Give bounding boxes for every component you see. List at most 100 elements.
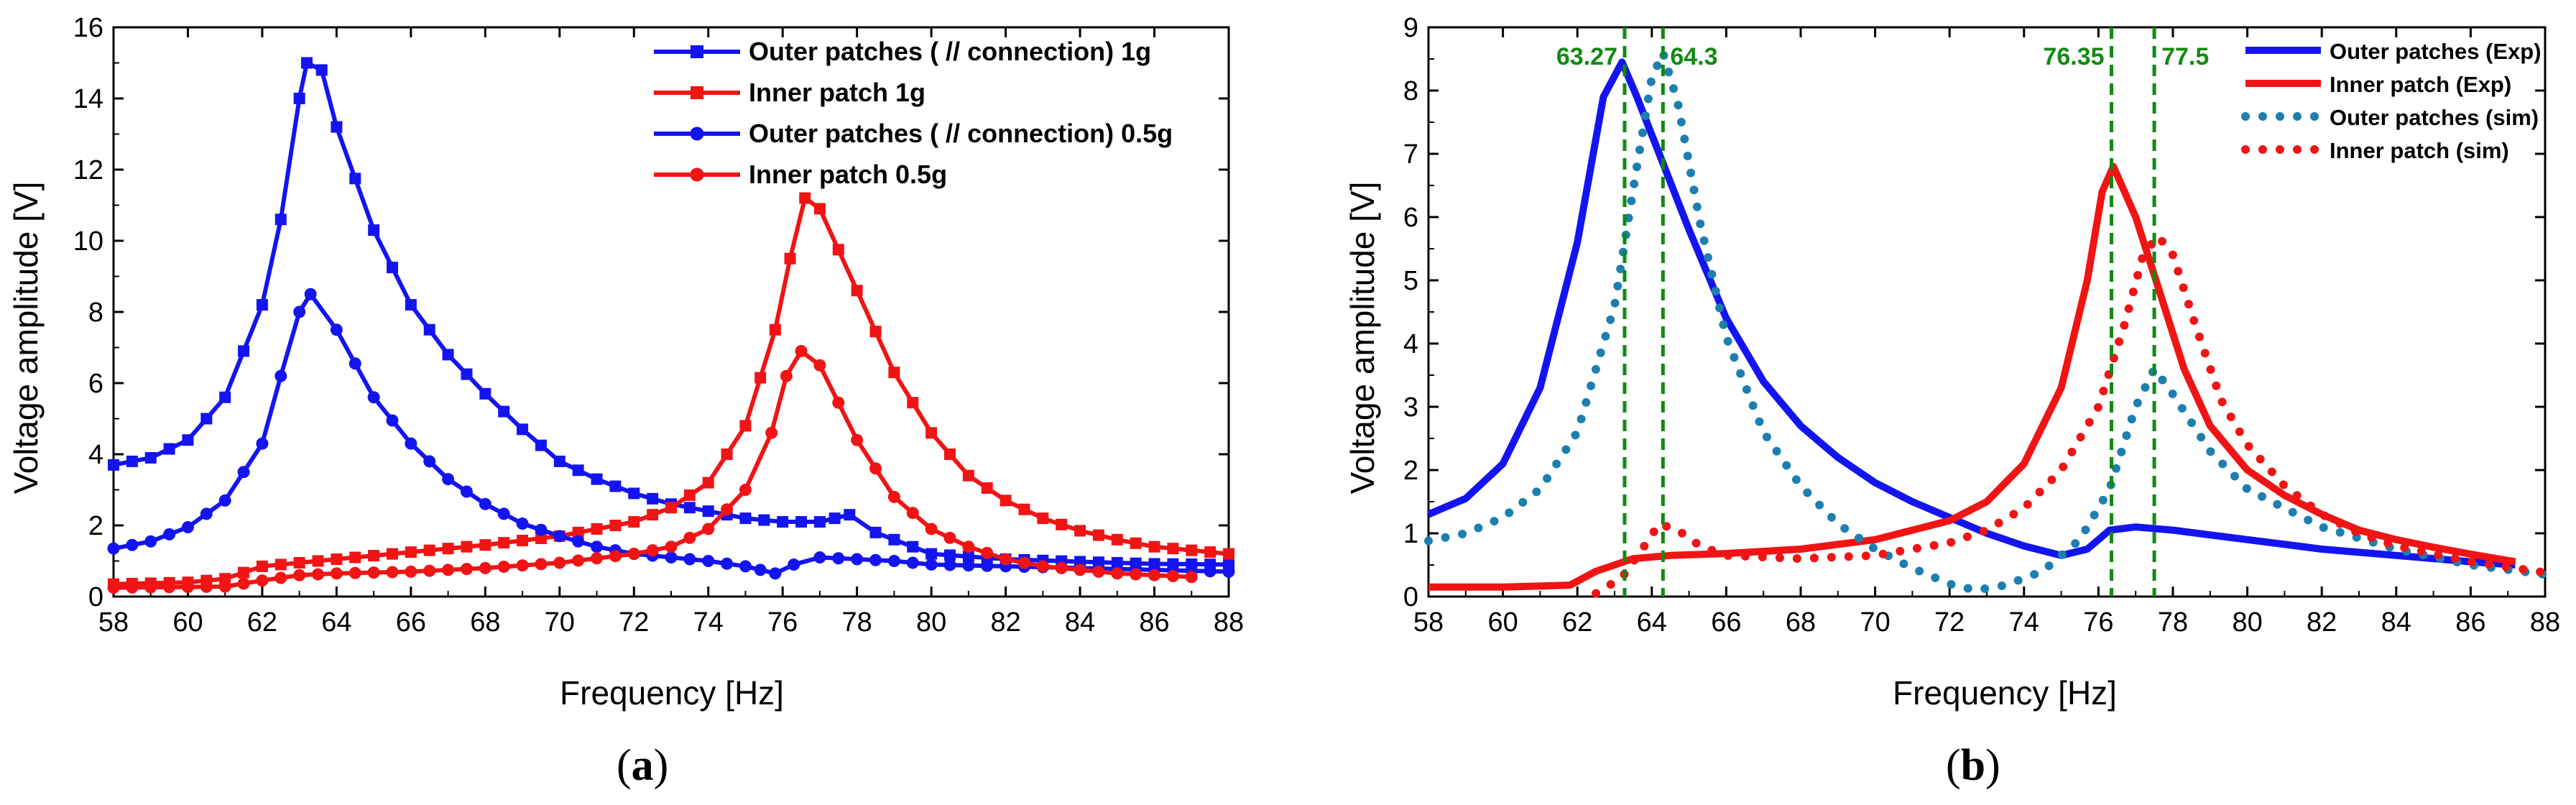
y-tick-label: 6 [1403, 203, 1418, 233]
data-point [1074, 564, 1086, 576]
chart-a-axes: 58 60 62 64 66 68 70 72 74 76 78 80 82 84 86 8802468101… [73, 13, 1244, 638]
data-point [387, 548, 398, 560]
x-tick-label: 82 [2307, 607, 2337, 638]
data-point [126, 455, 138, 467]
chart-a-ylabel: Voltage amplitude [V] [7, 182, 45, 494]
legend-item: Inner patch (Exp) [2245, 72, 2511, 97]
data-point [553, 530, 566, 543]
data-point [219, 391, 231, 403]
data-point [609, 480, 622, 492]
data-point [647, 509, 659, 521]
x-tick-label: 86 [2455, 607, 2485, 638]
data-point [163, 581, 176, 594]
data-point [765, 426, 778, 439]
data-point [1186, 544, 1198, 556]
data-point [1092, 565, 1105, 578]
data-point [553, 556, 566, 569]
x-tick-label: 66 [1711, 607, 1741, 638]
data-point [1130, 537, 1142, 549]
data-point [126, 581, 139, 594]
legend-label: Outer patches ( // connection) 0.5g [749, 119, 1173, 148]
data-point [780, 369, 793, 382]
data-point [721, 557, 734, 570]
chart-b-legend: Outer patches (Exp) Inner patch (Exp) Oute… [2241, 39, 2542, 163]
chart-b-axes: 58 60 62 64 66 68 70 72 74 76 78 80 82 84 86 8801234567… [1403, 13, 2560, 638]
data-point [702, 523, 715, 535]
series-line-dotted [1592, 229, 2549, 598]
y-tick-label: 8 [1403, 76, 1418, 106]
data-point [218, 580, 231, 593]
data-point [405, 546, 417, 558]
data-point [758, 514, 770, 526]
y-tick-label: 4 [1403, 329, 1418, 359]
data-point [386, 566, 399, 579]
series-4 [107, 344, 1198, 594]
data-point [702, 505, 714, 518]
data-point [516, 518, 529, 530]
data-point [331, 553, 343, 566]
x-tick-label: 60 [172, 607, 203, 638]
data-point [304, 288, 317, 300]
data-point [609, 550, 622, 563]
data-point [627, 548, 640, 561]
data-point [238, 566, 250, 579]
data-point [348, 357, 361, 370]
y-tick-label: 2 [1403, 456, 1418, 486]
data-point [832, 396, 845, 409]
y-tick-label: 3 [1403, 392, 1418, 423]
data-point [367, 391, 380, 404]
legend-item: Outer patches ( // connection) 0.5g [654, 119, 1173, 148]
data-point [665, 502, 677, 514]
data-point [795, 344, 808, 357]
legend-label: Inner patch (sim) [2330, 138, 2509, 163]
data-point [107, 581, 120, 594]
legend-item: Inner patch (sim) [2241, 138, 2509, 163]
data-point [108, 459, 119, 471]
chart-b-series [1424, 40, 2549, 598]
x-tick-label: 62 [247, 607, 277, 638]
data-point [1166, 570, 1179, 583]
data-point [591, 552, 604, 565]
data-point [1056, 518, 1068, 530]
data-point [887, 490, 900, 503]
x-tick-label: 70 [1860, 607, 1890, 638]
chart-b-reference-lines: 63.27 64.3 76.35 77.5 [1556, 27, 2209, 597]
series-line [1427, 58, 2516, 569]
data-point [1111, 567, 1124, 580]
reference-line-label: 76.35 [2043, 43, 2104, 70]
data-point [442, 473, 455, 486]
data-point [516, 559, 529, 572]
legend-marker [690, 126, 704, 141]
data-point [777, 516, 789, 528]
legend-label: Inner patch (Exp) [2330, 72, 2511, 97]
x-tick-label: 58 [98, 607, 129, 638]
x-tick-label: 84 [1065, 607, 1095, 638]
data-point [460, 563, 473, 576]
data-point [163, 443, 175, 455]
data-point [182, 434, 194, 446]
data-point [200, 413, 213, 425]
data-point [274, 571, 287, 584]
legend-item: Outer patches ( // connection) 1g [654, 37, 1151, 66]
x-tick-label: 80 [916, 607, 946, 638]
data-point [442, 349, 454, 361]
data-point [293, 93, 305, 104]
y-tick-label: 6 [88, 369, 103, 399]
data-point [330, 323, 343, 336]
data-point [442, 564, 455, 576]
reference-line-label: 63.27 [1556, 43, 1617, 70]
x-tick-label: 74 [2009, 607, 2039, 638]
series-1 [1427, 58, 2516, 569]
x-tick-label: 78 [842, 607, 872, 638]
data-point [646, 544, 659, 557]
data-point [832, 244, 844, 256]
data-point [869, 326, 882, 338]
chart-b-xlabel: Frequency [Hz] [1893, 674, 2117, 712]
data-point [591, 473, 603, 485]
y-tick-label: 4 [88, 440, 103, 470]
data-point [739, 512, 752, 525]
data-point [832, 552, 845, 565]
x-tick-label: 86 [1139, 607, 1169, 638]
data-point [163, 528, 176, 540]
data-point [799, 192, 811, 204]
